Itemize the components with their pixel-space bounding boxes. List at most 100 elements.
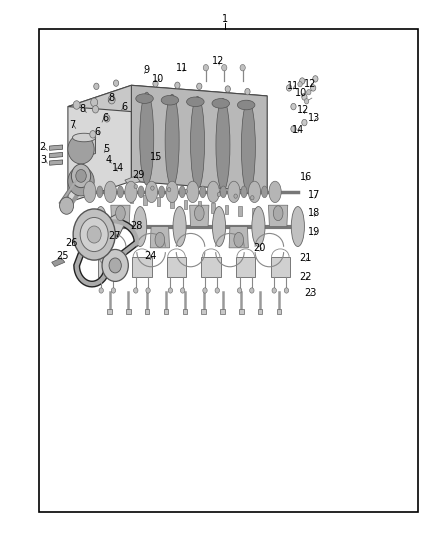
- Ellipse shape: [191, 96, 205, 189]
- Ellipse shape: [140, 92, 154, 185]
- Ellipse shape: [187, 181, 199, 203]
- Ellipse shape: [234, 232, 244, 247]
- Ellipse shape: [68, 134, 94, 164]
- Ellipse shape: [237, 100, 255, 110]
- Circle shape: [298, 82, 302, 87]
- Ellipse shape: [212, 207, 226, 247]
- Circle shape: [175, 82, 180, 88]
- Circle shape: [245, 88, 250, 95]
- Circle shape: [250, 288, 254, 293]
- Polygon shape: [111, 205, 130, 227]
- Text: 27: 27: [108, 231, 120, 240]
- Circle shape: [108, 95, 115, 104]
- Ellipse shape: [200, 186, 206, 198]
- Bar: [170, 198, 174, 208]
- Circle shape: [222, 64, 227, 71]
- Ellipse shape: [252, 207, 265, 247]
- Ellipse shape: [134, 207, 147, 247]
- Bar: [220, 309, 225, 314]
- Ellipse shape: [125, 181, 137, 203]
- Text: 1: 1: [222, 14, 228, 23]
- Ellipse shape: [194, 206, 204, 221]
- Polygon shape: [72, 138, 95, 160]
- Bar: [238, 206, 242, 216]
- Circle shape: [91, 98, 98, 107]
- Circle shape: [104, 115, 110, 122]
- Ellipse shape: [159, 186, 165, 198]
- Circle shape: [225, 86, 230, 92]
- Bar: [143, 195, 147, 205]
- Ellipse shape: [273, 206, 283, 221]
- Text: 5: 5: [103, 144, 110, 154]
- Circle shape: [60, 197, 74, 214]
- Text: 18: 18: [308, 208, 321, 218]
- Text: 29: 29: [133, 170, 145, 180]
- Circle shape: [113, 80, 119, 86]
- Ellipse shape: [179, 186, 185, 198]
- Bar: [239, 309, 244, 314]
- Polygon shape: [132, 257, 152, 277]
- Circle shape: [73, 101, 80, 109]
- Text: 12: 12: [297, 106, 310, 115]
- Bar: [157, 197, 160, 206]
- Ellipse shape: [165, 94, 179, 187]
- Ellipse shape: [136, 94, 153, 103]
- Circle shape: [302, 94, 307, 100]
- Circle shape: [304, 99, 309, 104]
- Circle shape: [313, 76, 318, 82]
- Text: 2: 2: [39, 142, 46, 152]
- Circle shape: [291, 126, 296, 132]
- Text: 10: 10: [152, 74, 164, 84]
- Circle shape: [291, 103, 296, 110]
- Bar: [183, 309, 187, 314]
- Text: 12: 12: [212, 56, 224, 66]
- Polygon shape: [167, 257, 186, 277]
- Polygon shape: [201, 257, 221, 277]
- Polygon shape: [68, 85, 131, 203]
- Polygon shape: [125, 176, 140, 185]
- Circle shape: [237, 288, 242, 293]
- Polygon shape: [236, 257, 255, 277]
- Polygon shape: [271, 257, 290, 277]
- Circle shape: [109, 258, 121, 273]
- Bar: [107, 309, 112, 314]
- Text: 24: 24: [144, 252, 156, 261]
- Bar: [277, 309, 281, 314]
- Polygon shape: [49, 160, 63, 165]
- Text: 10: 10: [295, 88, 307, 98]
- Circle shape: [134, 288, 138, 293]
- Circle shape: [76, 169, 86, 182]
- Text: 22: 22: [299, 272, 312, 281]
- Ellipse shape: [84, 181, 96, 203]
- Ellipse shape: [248, 181, 261, 203]
- Ellipse shape: [145, 181, 158, 203]
- Polygon shape: [268, 205, 288, 227]
- Circle shape: [302, 119, 307, 126]
- Polygon shape: [190, 205, 209, 227]
- Circle shape: [284, 288, 289, 293]
- Text: 6: 6: [94, 127, 100, 136]
- Text: 8: 8: [109, 93, 115, 103]
- Text: 7: 7: [69, 120, 75, 130]
- Circle shape: [99, 288, 103, 293]
- Circle shape: [80, 217, 108, 252]
- Bar: [225, 205, 228, 214]
- Text: 26: 26: [65, 238, 78, 247]
- Ellipse shape: [117, 186, 124, 198]
- Bar: [130, 193, 133, 203]
- Text: 11: 11: [286, 81, 299, 91]
- Circle shape: [203, 288, 207, 293]
- Ellipse shape: [187, 97, 204, 107]
- Circle shape: [94, 83, 99, 90]
- Bar: [145, 309, 149, 314]
- Polygon shape: [49, 152, 63, 158]
- Circle shape: [311, 85, 316, 91]
- Bar: [211, 203, 215, 213]
- Bar: [198, 201, 201, 211]
- Text: 11: 11: [176, 63, 188, 72]
- Text: 13: 13: [308, 114, 321, 123]
- Ellipse shape: [97, 186, 103, 198]
- Bar: [126, 309, 131, 314]
- Circle shape: [217, 192, 221, 197]
- Text: 23: 23: [304, 288, 316, 297]
